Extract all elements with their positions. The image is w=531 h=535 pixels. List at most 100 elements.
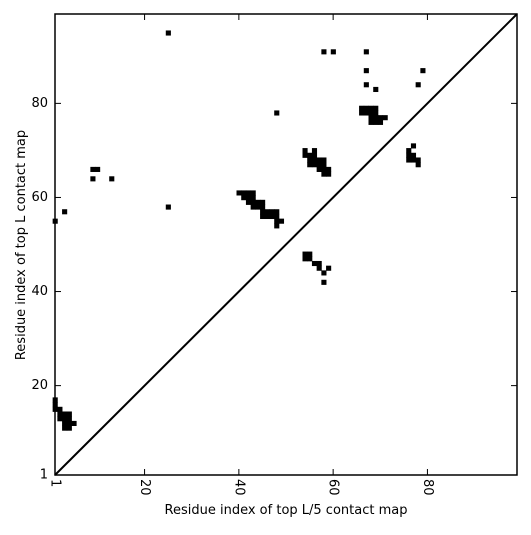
contact-cell [260,199,266,205]
contact-cell [269,213,275,220]
contact-cell [264,209,270,215]
contact-cell [66,420,72,426]
contact-cell [66,411,72,417]
y-tick-label: 40 [31,284,48,299]
contact-cell [90,176,96,182]
x-tick-label: 60 [326,479,341,496]
contact-cell [311,162,318,168]
contact-cell [321,157,327,163]
contact-cell [330,49,336,55]
contact-cell [307,256,313,262]
contact-cell [57,416,63,422]
contact-cell [274,213,280,220]
contact-cell [274,110,280,116]
contact-cell [382,115,388,121]
axis-ticks: 1 20 40 60 80 1 20 40 60 80 [31,14,517,496]
contact-cell [410,157,417,163]
y-tick-label: 1 [40,468,48,483]
contact-cell [406,157,412,163]
contact-cell [321,162,327,168]
contact-cell [363,49,369,55]
contact-cell [250,190,256,196]
contact-cell [321,49,327,55]
contact-cell [165,204,171,210]
contact-cell [368,119,374,125]
x-tick-label: 20 [137,479,152,496]
contact-cell [363,68,369,74]
contact-cell [255,204,261,210]
plot-frame [54,13,518,476]
contact-cell [62,416,68,422]
contact-cell [245,195,252,201]
contact-cell [368,115,374,121]
contact-cell [250,195,256,201]
contact-cell [302,256,308,262]
contact-cell [311,152,318,158]
contact-cell [377,115,384,121]
contact-cell [326,171,332,177]
contact-cell [250,199,256,205]
contact-cell [62,420,68,426]
contact-cell [62,209,68,215]
contact-cell [302,251,308,257]
contact-cell [359,105,365,111]
contact-cell [57,406,63,412]
contact-cell [368,110,374,116]
contact-cell [255,199,261,205]
contact-cell [95,166,101,172]
contact-cells [52,30,426,431]
contact-cell [311,148,318,154]
contact-cell [165,30,171,36]
contact-cell [62,411,68,417]
contact-cell [420,68,426,74]
contact-cell [278,218,285,224]
contact-cell [307,157,313,163]
contact-cell [321,279,327,285]
contact-cell [274,209,280,215]
contact-cell [415,157,421,163]
contact-cell [410,143,417,149]
y-tick-label: 20 [31,378,48,393]
contact-cell [260,209,266,215]
contact-cell [406,152,412,158]
contact-cell [245,199,252,205]
contact-cell [274,218,280,224]
x-tick-label: 80 [420,479,435,496]
contact-cell [363,82,369,88]
contact-cell [241,190,247,196]
contact-cell [57,411,63,417]
contact-cell [307,251,313,257]
contact-cell [316,162,322,168]
contact-cell [307,152,313,158]
contact-cell [373,86,379,93]
y-tick-label: 60 [31,190,48,205]
contact-cell [373,110,379,116]
contact-cell [326,166,332,172]
contact-cell [274,223,280,229]
contact-cell [321,171,327,177]
contact-cell [66,416,72,422]
contact-cell [66,425,72,431]
contact-cell [415,162,421,168]
contact-cell [245,190,252,196]
contact-cell [241,195,247,201]
contact-cell [311,157,318,163]
contact-cell [316,166,322,172]
contact-cell [321,270,327,276]
contact-cell [316,157,322,163]
contact-cell [373,119,379,125]
contact-cell [264,213,270,220]
x-tick-label: 1 [48,479,63,487]
contact-cell [410,152,417,158]
contact-cell [377,119,384,125]
contact-cell [236,190,242,196]
contact-cell [363,105,369,111]
contact-cell [302,148,308,154]
contact-cell [311,260,318,267]
diagonal-line [54,13,518,476]
contact-cell [71,420,77,426]
contact-cell [316,265,322,271]
contact-cell [90,166,96,172]
